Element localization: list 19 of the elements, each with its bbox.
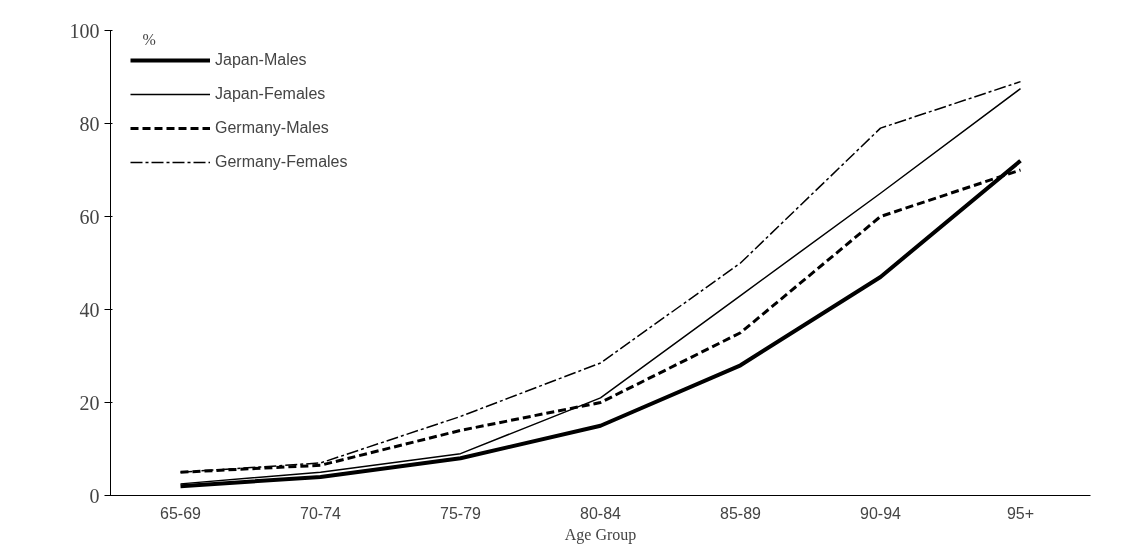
y-tick-label: 0 bbox=[89, 484, 100, 507]
y-tick-label: 40 bbox=[79, 298, 100, 321]
x-tick-label: 95+ bbox=[1006, 504, 1035, 522]
legend-label: Germany-Females bbox=[215, 153, 348, 171]
y-tick-label: 20 bbox=[79, 391, 100, 414]
x-tick-label: 65-69 bbox=[160, 504, 202, 522]
y-axis-title: % bbox=[142, 30, 156, 48]
x-tick-label: 75-79 bbox=[440, 504, 482, 522]
x-axis-title: Age Group bbox=[564, 525, 637, 544]
x-tick-label: 90-94 bbox=[860, 504, 902, 522]
y-tick-label: 80 bbox=[79, 112, 100, 135]
legend-label: Germany-Males bbox=[215, 119, 329, 137]
legend-label: Japan-Females bbox=[215, 85, 326, 103]
x-tick-label: 70-74 bbox=[300, 504, 342, 522]
x-tick-label: 80-84 bbox=[580, 504, 622, 522]
legend-label: Japan-Males bbox=[215, 51, 307, 69]
x-tick-label: 85-89 bbox=[720, 504, 762, 522]
y-tick-label: 100 bbox=[69, 19, 100, 42]
y-tick-label: 60 bbox=[79, 205, 100, 228]
